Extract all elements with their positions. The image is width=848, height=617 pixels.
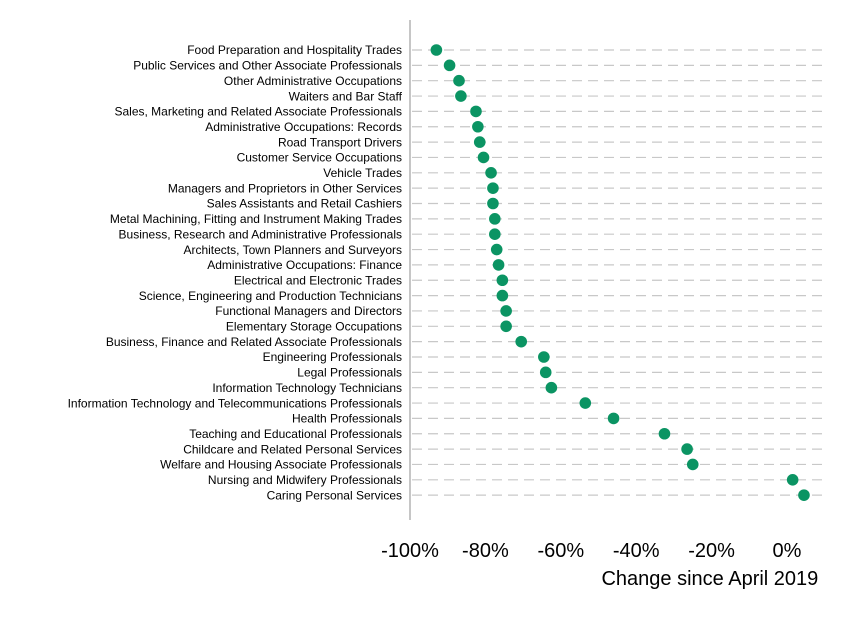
- x-axis-title: Change since April 2019: [601, 568, 818, 590]
- category-label: Childcare and Related Personal Services: [183, 442, 402, 456]
- data-point: [538, 351, 550, 363]
- data-points: [430, 44, 810, 501]
- category-label: Information Technology and Telecommunica…: [68, 396, 402, 410]
- gridlines: [412, 49, 828, 496]
- data-point: [607, 412, 620, 425]
- category-label: Public Services and Other Associate Prof…: [133, 59, 402, 73]
- category-label: Other Administrative Occupations: [224, 74, 402, 88]
- category-label: Legal Professionals: [297, 366, 402, 380]
- category-label: Teaching and Educational Professionals: [189, 427, 402, 441]
- data-point: [786, 474, 799, 486]
- category-label: Functional Managers and Directors: [215, 304, 402, 318]
- category-label: Administrative Occupations: Records: [205, 120, 402, 134]
- data-point: [515, 335, 528, 348]
- category-label: Engineering Professionals: [263, 350, 402, 364]
- category-label: Waiters and Bar Staff: [289, 89, 403, 103]
- data-point: [798, 489, 810, 501]
- x-tick-label: 0%: [773, 540, 802, 562]
- category-label: Customer Service Occupations: [237, 151, 402, 165]
- category-label: Health Professionals: [292, 412, 402, 426]
- data-point: [489, 228, 501, 240]
- data-point: [485, 167, 497, 179]
- category-label: Business, Research and Administrative Pr…: [119, 227, 402, 241]
- category-label: Administrative Occupations: Finance: [207, 258, 402, 272]
- data-point: [477, 151, 490, 164]
- category-label: Architects, Town Planners and Surveyors: [183, 243, 402, 257]
- x-axis-ticks: -100% -80% -60% -40% -20% 0%: [381, 540, 802, 562]
- data-point: [443, 59, 456, 72]
- data-point: [487, 197, 499, 210]
- category-label: Elementary Storage Occupations: [226, 320, 402, 334]
- data-point: [500, 320, 512, 333]
- data-point: [545, 381, 558, 394]
- x-tick-label: -20%: [688, 540, 735, 562]
- category-label: Road Transport Drivers: [278, 135, 402, 149]
- category-label: Sales, Marketing and Related Associate P…: [115, 105, 403, 119]
- data-point: [686, 458, 699, 471]
- data-point: [496, 274, 509, 287]
- category-label: Food Preparation and Hospitality Trades: [187, 43, 402, 57]
- data-point: [539, 366, 552, 379]
- data-point: [470, 105, 482, 118]
- data-point: [489, 213, 501, 225]
- data-point: [473, 136, 486, 148]
- category-label: Welfare and Housing Associate Profession…: [160, 458, 402, 472]
- data-point: [496, 289, 509, 302]
- data-point: [455, 90, 467, 102]
- data-point: [430, 44, 443, 56]
- category-label: Nursing and Midwifery Professionals: [208, 473, 402, 487]
- data-point: [658, 427, 671, 440]
- data-point: [472, 120, 484, 133]
- category-label: Managers and Proprietors in Other Servic…: [168, 181, 402, 195]
- category-label: Science, Engineering and Production Tech…: [139, 289, 402, 303]
- data-point: [500, 305, 512, 317]
- data-point: [487, 182, 499, 194]
- category-label: Sales Assistants and Retail Cashiers: [207, 197, 402, 211]
- category-label: Vehicle Trades: [323, 166, 402, 180]
- x-tick-label: -80%: [462, 540, 509, 562]
- x-tick-label: -40%: [613, 540, 660, 562]
- category-labels: Food Preparation and Hospitality Trades P…: [68, 43, 403, 502]
- data-point: [492, 259, 505, 271]
- data-point: [681, 443, 693, 455]
- x-tick-label: -60%: [537, 540, 584, 562]
- data-point: [490, 243, 503, 256]
- x-tick-label: -100%: [381, 540, 439, 562]
- data-point: [579, 397, 592, 409]
- data-point: [453, 74, 465, 87]
- category-label: Caring Personal Services: [267, 488, 402, 502]
- category-label: Information Technology Technicians: [212, 381, 402, 395]
- category-label: Metal Machining, Fitting and Instrument …: [110, 212, 402, 226]
- category-label: Business, Finance and Related Associate …: [106, 335, 402, 349]
- category-label: Electrical and Electronic Trades: [234, 273, 402, 287]
